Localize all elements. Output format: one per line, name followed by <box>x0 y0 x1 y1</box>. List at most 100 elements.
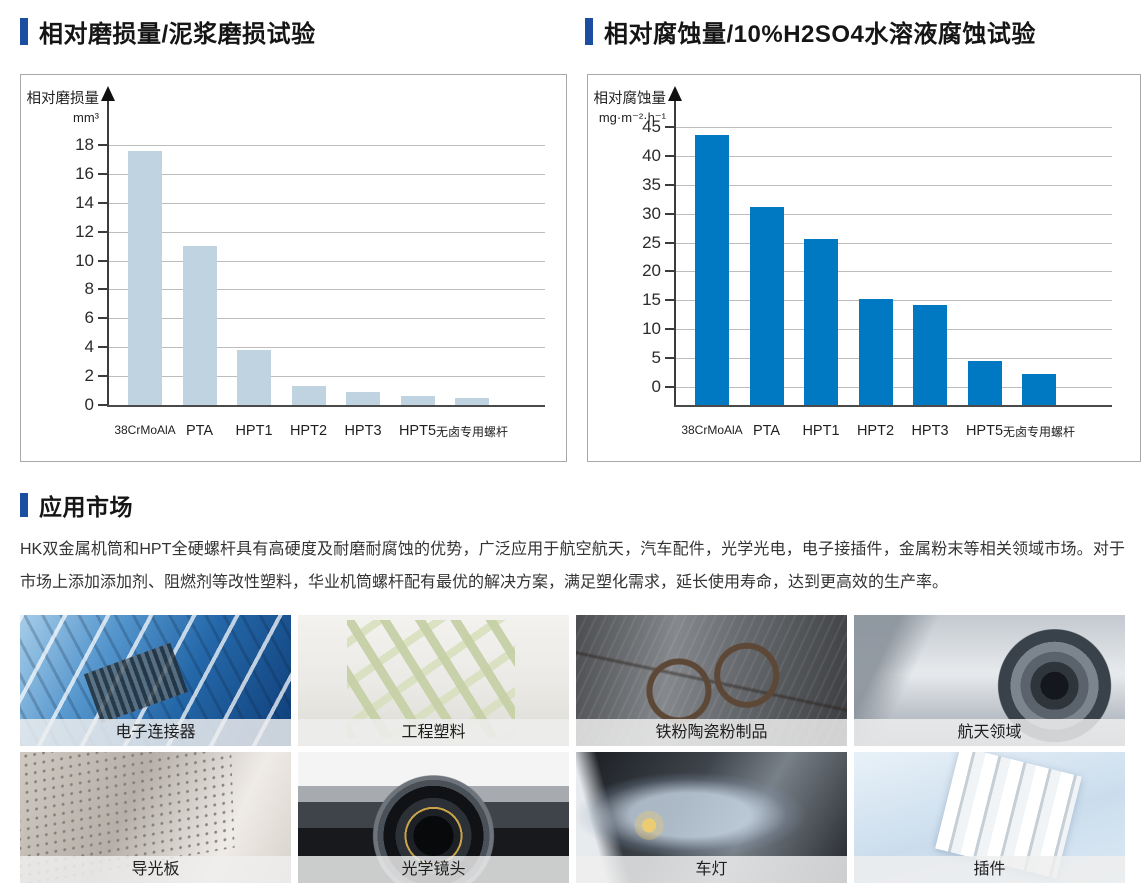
plug-connector-photo: 插件 <box>854 752 1125 883</box>
grid-line <box>674 213 1112 215</box>
x-axis-line <box>674 405 1112 407</box>
y-tick-label: 14 <box>75 192 94 212</box>
y-tick <box>98 201 107 204</box>
grid-line <box>674 242 1112 244</box>
tile-caption: 航天领域 <box>854 719 1125 746</box>
y-tick-label: 40 <box>642 145 661 165</box>
y-tick <box>665 357 674 360</box>
charts-row: 相对磨损量 mm³ 0 2 4 6 8 10 12 14 16 18 38CrMoAlA PTA HPT… <box>20 74 1141 462</box>
grid-line <box>674 127 1112 128</box>
x-axis-label: 38CrMoAlA <box>114 423 176 437</box>
y-axis-unit: mm³ <box>73 110 99 126</box>
y-tick-label: 18 <box>75 135 94 154</box>
y-tick <box>98 317 107 320</box>
bar-PTA <box>749 206 784 405</box>
y-tick-label: 30 <box>642 203 661 223</box>
tile-caption: 铁粉陶瓷粉制品 <box>576 719 847 746</box>
y-axis-label: 相对磨损量 <box>26 91 100 107</box>
light-guide-plate-photo: 导光板 <box>20 752 291 883</box>
corrosion-test-chart-panel: 相对腐蚀量 mg·m⁻²·h⁻¹ 0 5 10 15 20 25 30 35 40 45 38CrM… <box>587 74 1141 462</box>
y-tick <box>665 270 674 273</box>
y-axis-arrow-icon <box>101 86 115 101</box>
y-tick <box>665 328 674 331</box>
y-tick <box>665 241 674 244</box>
y-tick <box>98 404 107 406</box>
tile-caption: 车灯 <box>576 856 847 883</box>
y-tick <box>665 212 674 215</box>
chart-titles-row: 相对磨损量/泥浆磨损试验 相对腐蚀量/10%H2SO4水溶液腐蚀试验 <box>20 15 1137 48</box>
x-axis-label: HPT5 <box>965 423 1004 439</box>
bar-HPT3 <box>913 304 947 405</box>
tile-caption: 光学镜头 <box>298 856 569 883</box>
x-axis-label: HPT3 <box>344 423 382 439</box>
wear-test-chart: 0 2 4 6 8 10 12 14 16 18 38CrMoAlA PTA HPT1 HPT2 HPT3 H… <box>21 75 566 461</box>
bar-HPT1 <box>237 350 271 405</box>
x-axis-line <box>107 405 545 407</box>
y-tick-label: 10 <box>75 250 94 270</box>
tile-caption: 电子连接器 <box>20 719 291 746</box>
grid-line <box>674 155 1112 157</box>
camera-lens-photo: 光学镜头 <box>298 752 569 883</box>
y-tick <box>665 386 674 388</box>
grid-line <box>674 387 1112 388</box>
bar-无卤专用螺杆 <box>455 397 489 405</box>
bar-HPT3 <box>346 392 380 405</box>
x-axis-label: 38CrMoAlA <box>681 423 743 437</box>
grid-line <box>674 271 1112 273</box>
x-axis-label: HPT5 <box>398 423 437 439</box>
bar-HPT1 <box>804 238 838 405</box>
tile-caption: 导光板 <box>20 856 291 883</box>
corrosion-chart-title: 相对腐蚀量/10%H2SO4水溶液腐蚀试验 <box>604 20 1036 48</box>
y-tick-label: 6 <box>84 308 94 328</box>
y-tick-label: 8 <box>84 279 94 299</box>
bar-HPT5 <box>967 361 1002 405</box>
y-tick-label: 16 <box>75 163 94 183</box>
y-tick-label: 25 <box>642 232 661 252</box>
y-axis-label: 相对腐蚀量 <box>593 91 667 107</box>
y-tick-label: 0 <box>651 377 661 396</box>
y-axis-title: 相对腐蚀量 mg·m⁻²·h⁻¹ <box>588 89 667 127</box>
application-tiles-grid: 电子连接器 工程塑料 铁粉陶瓷粉制品 航天领域 导光板 光学镜头 车灯 插件 <box>20 615 1125 883</box>
x-axis-label: 无卤专用螺杆 <box>435 425 508 439</box>
grid-line <box>674 329 1112 331</box>
jet-engine-photo: 航天领域 <box>854 615 1125 746</box>
bar-HPT2 <box>291 386 326 405</box>
wear-chart-title: 相对磨损量/泥浆磨损试验 <box>39 20 316 48</box>
x-axis-label: HPT3 <box>911 423 949 439</box>
tile-caption: 工程塑料 <box>298 719 569 746</box>
grid-line <box>107 289 545 291</box>
y-tick <box>98 288 107 291</box>
grid-line <box>107 318 545 320</box>
grid-line <box>674 300 1112 302</box>
bar-38CrMoAlA <box>128 150 162 405</box>
y-tick-label: 20 <box>642 261 661 281</box>
x-axis-label: HPT2 <box>856 423 895 439</box>
applications-header: 应用市场 <box>20 489 1125 521</box>
x-axis-label: HPT1 <box>802 423 840 439</box>
plastic-pellets-photo: 工程塑料 <box>298 615 569 746</box>
y-tick-label: 35 <box>642 174 661 194</box>
circuit-board-photo: 电子连接器 <box>20 615 291 746</box>
applications-description: HK双金属机筒和HPT全硬螺杆具有高硬度及耐磨耐腐蚀的优势，广泛应用于航空航天，… <box>20 541 1125 591</box>
y-tick-label: 5 <box>651 348 661 368</box>
eyeglasses-photo: 铁粉陶瓷粉制品 <box>576 615 847 746</box>
y-tick <box>98 259 107 262</box>
y-tick <box>665 183 674 186</box>
grid-line <box>107 260 545 262</box>
corrosion-test-chart: 0 5 10 15 20 25 30 35 40 45 38CrMoAlA PTA HPT1 HPT2 HP… <box>588 75 1140 461</box>
grid-line <box>674 184 1112 186</box>
grid-line <box>107 231 545 233</box>
grid-line <box>107 347 545 349</box>
grid-line <box>107 376 545 378</box>
y-tick <box>98 230 107 233</box>
y-tick-label: 10 <box>642 319 661 339</box>
accent-bar-icon <box>20 493 28 517</box>
tile-caption: 插件 <box>854 856 1125 883</box>
y-axis-unit: mg·m⁻²·h⁻¹ <box>598 110 666 126</box>
bar-38CrMoAlA <box>695 134 729 405</box>
y-tick <box>98 375 107 378</box>
bar-HPT5 <box>400 396 435 405</box>
y-tick-label: 0 <box>84 395 94 414</box>
y-tick <box>665 299 674 302</box>
applications-section-title: 应用市场 <box>39 494 133 520</box>
